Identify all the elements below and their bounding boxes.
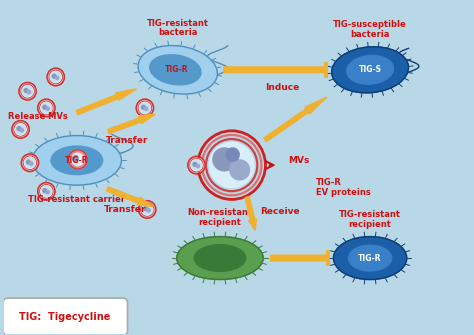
- FancyArrow shape: [245, 197, 256, 230]
- Circle shape: [138, 101, 152, 115]
- Circle shape: [23, 86, 33, 96]
- Ellipse shape: [138, 46, 218, 94]
- Circle shape: [136, 99, 154, 117]
- Circle shape: [145, 107, 148, 111]
- Circle shape: [17, 127, 21, 131]
- Ellipse shape: [346, 55, 393, 84]
- Circle shape: [55, 76, 59, 79]
- Circle shape: [39, 101, 53, 115]
- Ellipse shape: [32, 136, 121, 185]
- Circle shape: [16, 124, 26, 134]
- FancyArrow shape: [108, 114, 155, 134]
- Circle shape: [147, 209, 150, 212]
- Circle shape: [21, 84, 34, 98]
- Circle shape: [49, 70, 63, 84]
- FancyArrow shape: [264, 97, 327, 142]
- Ellipse shape: [348, 245, 392, 271]
- Circle shape: [191, 160, 201, 170]
- Text: TIG-R: TIG-R: [65, 156, 89, 165]
- Circle shape: [138, 201, 156, 218]
- Circle shape: [140, 103, 150, 113]
- Circle shape: [193, 162, 197, 166]
- Text: Receive: Receive: [260, 207, 300, 216]
- Circle shape: [43, 189, 47, 193]
- Circle shape: [29, 162, 33, 165]
- Circle shape: [27, 160, 30, 164]
- Circle shape: [37, 183, 55, 200]
- Circle shape: [140, 203, 154, 216]
- Circle shape: [210, 142, 254, 188]
- Circle shape: [196, 164, 200, 168]
- Circle shape: [43, 105, 47, 109]
- Text: TIG-S: TIG-S: [359, 65, 382, 74]
- Circle shape: [190, 158, 203, 172]
- Ellipse shape: [177, 237, 263, 279]
- Circle shape: [213, 148, 236, 171]
- Circle shape: [68, 150, 87, 169]
- Circle shape: [52, 74, 56, 78]
- Ellipse shape: [150, 55, 201, 85]
- Circle shape: [21, 154, 38, 172]
- Text: Transfer: Transfer: [104, 205, 146, 214]
- Circle shape: [25, 158, 35, 168]
- Text: TIG-resistant carrier: TIG-resistant carrier: [28, 195, 125, 204]
- FancyArrow shape: [224, 67, 326, 73]
- Text: TIG-resistant
bacteria: TIG-resistant bacteria: [147, 19, 209, 38]
- Ellipse shape: [332, 47, 409, 93]
- Circle shape: [24, 88, 28, 92]
- Text: TIG:  Tigecycline: TIG: Tigecycline: [19, 312, 111, 322]
- Circle shape: [226, 148, 239, 161]
- Circle shape: [47, 68, 64, 86]
- Circle shape: [37, 99, 55, 117]
- Text: Transfer: Transfer: [106, 136, 148, 145]
- Circle shape: [230, 160, 249, 180]
- Text: TIG-R
EV proteins: TIG-R EV proteins: [316, 178, 371, 197]
- Text: Induce: Induce: [265, 83, 299, 92]
- FancyArrow shape: [271, 255, 328, 261]
- FancyBboxPatch shape: [3, 298, 128, 335]
- Circle shape: [142, 204, 152, 214]
- Circle shape: [39, 185, 53, 198]
- Ellipse shape: [51, 146, 103, 175]
- Circle shape: [46, 107, 49, 111]
- Text: TIG-R: TIG-R: [165, 65, 189, 74]
- Circle shape: [144, 207, 147, 211]
- Circle shape: [41, 186, 51, 196]
- Ellipse shape: [194, 245, 246, 271]
- Circle shape: [141, 105, 145, 109]
- Text: MVs: MVs: [288, 156, 310, 165]
- FancyArrow shape: [107, 187, 153, 207]
- Circle shape: [51, 72, 61, 82]
- Text: TIG-R: TIG-R: [358, 254, 382, 263]
- FancyArrow shape: [76, 89, 137, 115]
- Circle shape: [41, 103, 51, 113]
- Text: TIG-susceptible
bacteria: TIG-susceptible bacteria: [333, 20, 407, 39]
- Circle shape: [23, 156, 36, 170]
- Text: Release MVs: Release MVs: [8, 112, 68, 121]
- Circle shape: [46, 191, 49, 194]
- Circle shape: [20, 129, 24, 132]
- Circle shape: [19, 82, 36, 100]
- Text: TIG-resistant
recipient: TIG-resistant recipient: [339, 210, 401, 228]
- Circle shape: [72, 153, 84, 165]
- Text: Non-resistant
recipient: Non-resistant recipient: [187, 208, 253, 227]
- Circle shape: [14, 123, 27, 136]
- Circle shape: [188, 156, 205, 174]
- Ellipse shape: [334, 237, 407, 279]
- Circle shape: [12, 121, 29, 138]
- Circle shape: [27, 90, 30, 94]
- Circle shape: [73, 155, 78, 161]
